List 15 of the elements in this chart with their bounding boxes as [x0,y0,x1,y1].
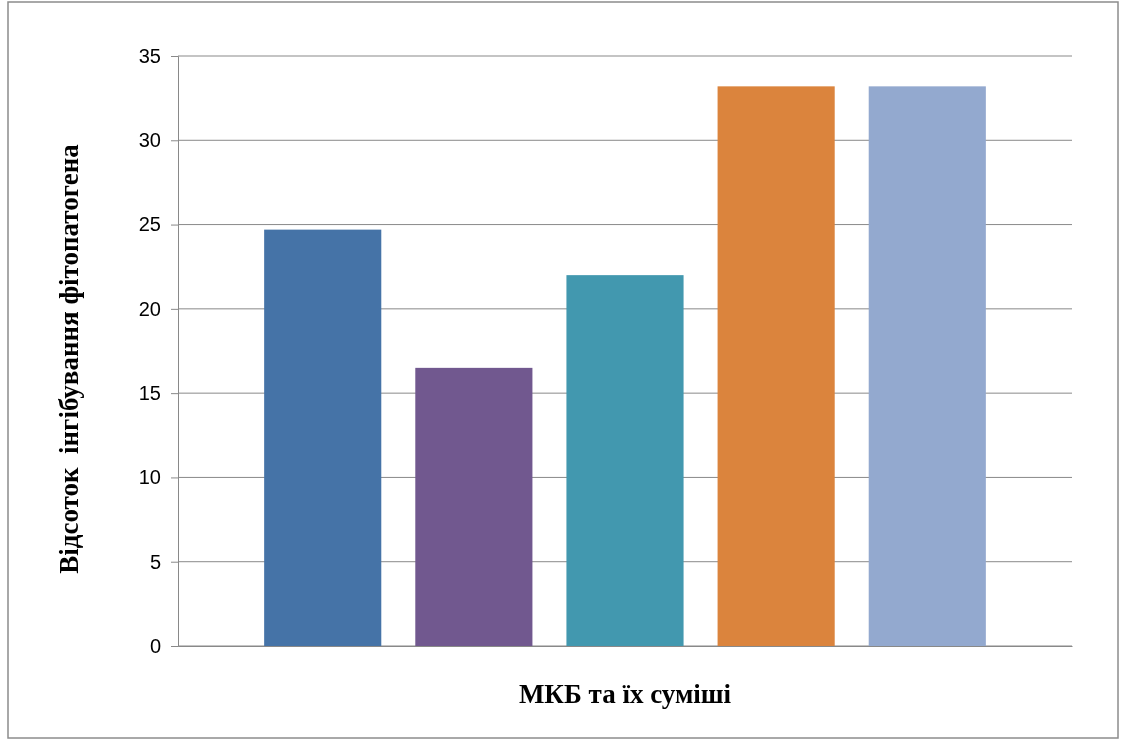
x-axis-title: МКБ та їх суміші [518,679,732,709]
bar [717,86,835,646]
bar [566,275,684,646]
y-tick-label: 15 [138,382,161,405]
y-tick-label: 20 [138,297,161,320]
y-tick-label: 25 [138,213,161,236]
y-tick-label: 0 [149,634,161,657]
y-tick-label: 10 [138,466,161,489]
bar [264,229,382,646]
y-tick-label: 5 [149,550,161,573]
bar [868,86,986,646]
bar [415,367,533,646]
y-tick-label: 35 [138,44,161,67]
y-tick-label: 30 [138,129,161,152]
y-axis-title: Відсоток інгібування фітопатогена [54,143,84,574]
